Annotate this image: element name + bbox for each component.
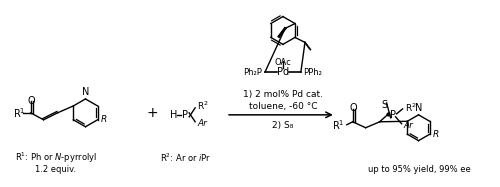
Text: Pd: Pd <box>277 67 289 77</box>
Text: Ph₂P: Ph₂P <box>244 68 262 77</box>
Text: O: O <box>28 96 36 106</box>
Text: toluene, -60 °C: toluene, -60 °C <box>248 102 317 111</box>
Text: Ar: Ar <box>404 121 413 130</box>
Text: PPh₂: PPh₂ <box>304 68 322 77</box>
Text: 1) 2 mol% Pd cat.: 1) 2 mol% Pd cat. <box>243 91 323 99</box>
Text: $\mathregular{R^2}$: $\mathregular{R^2}$ <box>404 102 416 114</box>
Text: $\mathregular{R^1}$: Ph or $\it{N}$-pyrrolyl: $\mathregular{R^1}$: Ph or $\it{N}$-pyrr… <box>14 150 96 165</box>
Text: 2) S₈: 2) S₈ <box>272 121 293 130</box>
Text: S: S <box>382 100 388 110</box>
Text: up to 95% yield, 99% ee: up to 95% yield, 99% ee <box>368 165 471 174</box>
Text: R: R <box>432 130 439 139</box>
Text: OAc: OAc <box>274 58 291 67</box>
Text: R: R <box>100 115 107 124</box>
Text: N: N <box>82 87 89 97</box>
Text: N: N <box>415 103 422 113</box>
Text: 1.2 equiv.: 1.2 equiv. <box>35 165 76 174</box>
Text: O: O <box>350 103 358 113</box>
Text: P: P <box>182 110 188 120</box>
Text: H: H <box>170 110 177 120</box>
Text: $\mathregular{R^1}$: $\mathregular{R^1}$ <box>332 118 344 132</box>
Text: Ar: Ar <box>197 119 207 128</box>
Text: $\mathregular{R^2}$: Ar or $\it{i}$Pr: $\mathregular{R^2}$: Ar or $\it{i}$Pr <box>160 151 211 164</box>
FancyArrowPatch shape <box>229 112 332 118</box>
Text: $\mathregular{R^2}$: $\mathregular{R^2}$ <box>197 100 209 112</box>
Text: P: P <box>390 110 396 120</box>
Text: $\mathregular{R^1}$: $\mathregular{R^1}$ <box>12 106 25 120</box>
Text: +: + <box>146 106 158 120</box>
